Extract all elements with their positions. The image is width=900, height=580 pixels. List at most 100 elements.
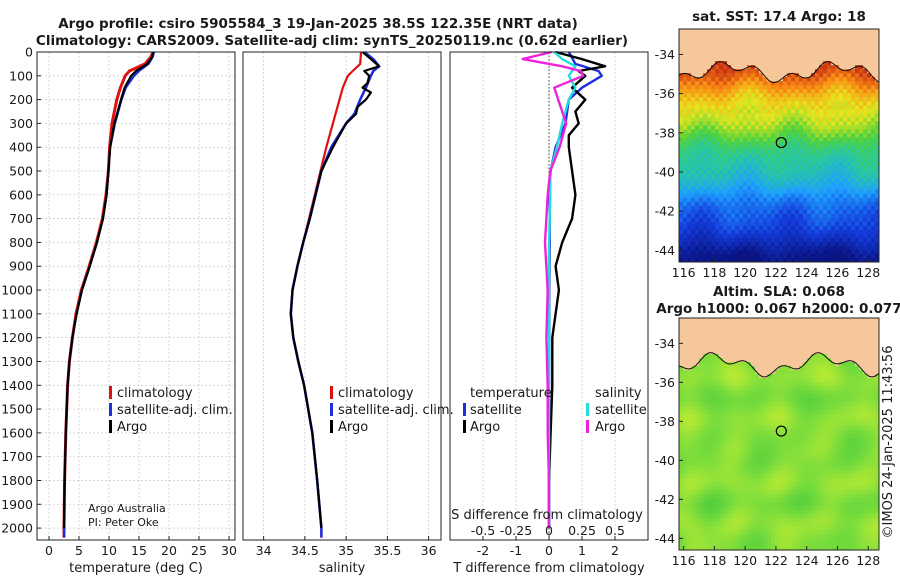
sla-map-title-line2: Argo h1000: 0.067 h2000: 0.077 <box>656 301 900 317</box>
series-line-argo <box>62 51 155 529</box>
map-frame <box>678 317 880 551</box>
y-tick-label: 100 <box>9 68 33 83</box>
axes-frame <box>242 51 442 541</box>
sst-map-panel: 116 118 120 122 124 126 128 -34 -36 -38 -40 -42 -44 <box>655 28 880 280</box>
coastline <box>678 60 880 83</box>
y-tick-label: 900 <box>9 259 33 274</box>
legend-swatch-climatology <box>330 386 333 399</box>
sst-map-title: sat. SST: 17.4 Argo: 18 <box>692 9 866 25</box>
axes-frame <box>36 51 236 541</box>
x-axis-label: salinity <box>319 561 366 576</box>
argo-float-marker <box>775 425 787 437</box>
x-tick-label: 34 <box>256 543 272 558</box>
x-tick-label: -1 <box>510 543 522 558</box>
series-line-salinity-satellite <box>547 51 577 529</box>
legend-swatch-climatology <box>109 386 112 399</box>
y-tick-label: 1800 <box>1 473 33 488</box>
figure-title-line1: Argo profile: csiro 5905584_3 19-Jan-202… <box>58 16 578 32</box>
lon-tick-label: 124 <box>795 265 819 280</box>
sla-map-panel: 116 118 120 122 124 126 128 -34 -36 -38 -40 -42 -44 <box>655 317 880 568</box>
map-frame <box>678 28 880 263</box>
x-tick-label: 36 <box>421 543 437 558</box>
salinity-panel: 34 34.5 35 35.5 36 salinity <box>242 50 442 576</box>
lat-tick-label: -38 <box>655 125 675 140</box>
legend-swatch-t-argo <box>463 420 466 433</box>
legend-label-climatology: climatology <box>338 386 414 401</box>
s-tick-label: 0 <box>545 523 553 538</box>
plot-area <box>243 52 441 540</box>
lon-tick-label: 126 <box>826 265 850 280</box>
y-tick-label: 0 <box>25 45 33 60</box>
x-tick-label: 0 <box>45 543 53 558</box>
lon-tick-label: 118 <box>702 553 726 568</box>
y-tick-label: 800 <box>9 235 33 250</box>
legend-swatch-t-satellite <box>463 403 466 416</box>
y-tick-label: 600 <box>9 187 33 202</box>
legend-label-climatology: climatology <box>117 386 193 401</box>
lon-tick-label: 116 <box>672 553 696 568</box>
lon-tick-label: 128 <box>856 553 880 568</box>
y-tick-label: 1700 <box>1 449 33 464</box>
legend-swatch-argo <box>330 420 333 433</box>
lat-tick-label: -34 <box>655 47 675 62</box>
y-tick-label: 1100 <box>1 306 33 321</box>
legend-swatch-argo <box>109 420 112 433</box>
x-tick-label: 2 <box>611 543 619 558</box>
series-line-salinity-argo <box>521 50 585 529</box>
y-tick-label: 200 <box>9 92 33 107</box>
sla-field-cells <box>679 318 880 551</box>
legend-label-satellite-adj: satellite-adj. clim. <box>117 403 233 418</box>
x-tick-label: 20 <box>161 543 177 558</box>
x-tick-label: 35 <box>338 543 354 558</box>
figure-title-line2: Climatology: CARS2009. Satellite-adj cli… <box>36 33 628 49</box>
temperature-panel: 0100200300400500600700800900100011001200… <box>1 45 237 577</box>
series-line-argo <box>289 51 381 529</box>
y-tick-label: 2000 <box>1 521 33 536</box>
argo-float-marker <box>775 136 787 149</box>
legend-label-s-satellite: satellite <box>595 403 647 418</box>
x-tick-label: 1 <box>578 543 586 558</box>
lat-tick-label: -44 <box>655 531 675 546</box>
y-tick-label: 1000 <box>1 283 33 298</box>
legend-swatch-s-argo <box>586 420 589 433</box>
lat-tick-label: -42 <box>655 204 675 219</box>
x-tick-label: 34.5 <box>291 543 319 558</box>
legend-label-satellite-adj: satellite-adj. clim. <box>338 403 454 418</box>
y-tick-label: 1400 <box>1 378 33 393</box>
x-tick-label: 10 <box>101 543 117 558</box>
x-tick-label: 15 <box>131 543 147 558</box>
lat-tick-label: -36 <box>655 375 675 390</box>
lon-tick-label: 122 <box>764 265 788 280</box>
x-axis-label: T difference from climatology <box>452 561 645 576</box>
x-axis-label: temperature (deg C) <box>69 561 203 576</box>
lon-tick-label: 120 <box>733 553 757 568</box>
s-tick-label: -0.25 <box>500 523 532 538</box>
plot-area <box>37 52 235 540</box>
credit-line1: Argo Australia <box>88 502 166 515</box>
s-difference-axis-label: S difference from climatology <box>451 508 643 523</box>
legend-swatch-satellite-adj <box>330 403 333 416</box>
lon-tick-label: 124 <box>795 553 819 568</box>
x-tick-label: 25 <box>191 543 207 558</box>
y-tick-label: 1600 <box>1 425 33 440</box>
x-tick-label: 35.5 <box>373 543 401 558</box>
legend-label-argo: Argo <box>338 420 368 435</box>
lon-tick-label: 116 <box>672 265 696 280</box>
lat-tick-label: -34 <box>655 336 675 351</box>
s-tick-label: 0.5 <box>605 523 625 538</box>
y-tick-label: 300 <box>9 116 33 131</box>
y-tick-label: 400 <box>9 140 33 155</box>
x-tick-label: 30 <box>221 543 237 558</box>
difference-panel: -2 -1 0 1 2 -0.5 -0.25 0 0.25 0.5 T difference fro… <box>449 50 649 576</box>
lat-tick-label: -40 <box>655 453 675 468</box>
x-tick-label: 5 <box>75 543 83 558</box>
lat-tick-label: -44 <box>655 243 675 258</box>
s-tick-label: 0.25 <box>568 523 596 538</box>
legend-title-temperature: temperature <box>470 386 552 401</box>
lon-tick-label: 126 <box>826 553 850 568</box>
legend-swatch-s-satellite <box>586 403 589 416</box>
legend-label-argo: Argo <box>117 420 147 435</box>
lat-tick-label: -36 <box>655 86 675 101</box>
lat-tick-label: -42 <box>655 492 675 507</box>
